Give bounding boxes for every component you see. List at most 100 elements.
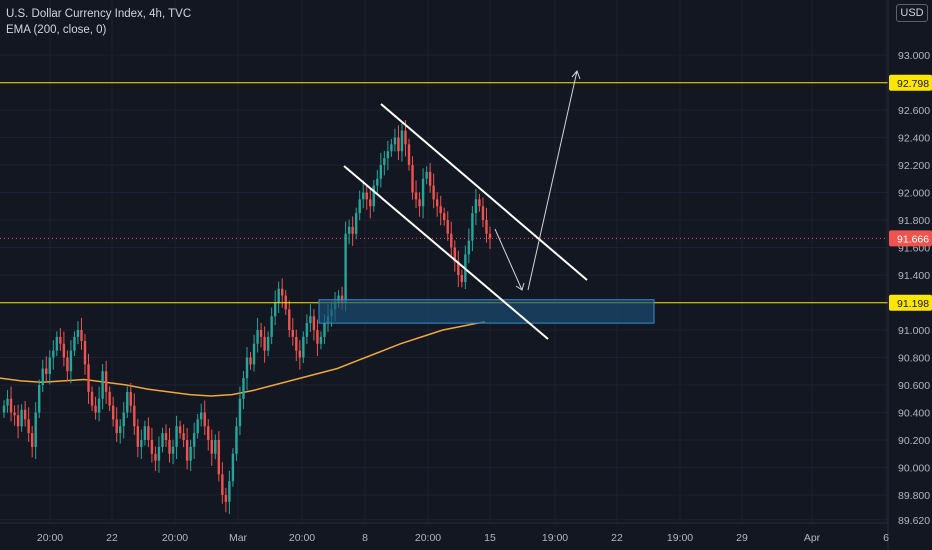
candle-body <box>256 330 259 344</box>
candle-body <box>76 330 80 337</box>
candle-body <box>266 336 270 351</box>
candle-body <box>224 495 228 502</box>
candle-body <box>298 350 302 358</box>
price-tick-label: 90.400 <box>898 408 930 420</box>
candle-body <box>69 350 73 372</box>
candle-body <box>126 391 129 413</box>
price-axis[interactable]: 93.000 92.600 92.400 92.200 92.000 91.800 91.6… <box>887 0 932 550</box>
candle-body <box>16 415 20 427</box>
candle-body <box>467 240 471 255</box>
chart-legend: U.S. Dollar Currency Index, 4h, TVC EMA … <box>6 6 191 38</box>
candle-body <box>30 433 34 447</box>
time-tick-label: 22 <box>106 532 118 544</box>
price-tick-label: 92.000 <box>898 188 930 200</box>
candle-body <box>319 336 323 344</box>
time-tick-label: 29 <box>736 532 748 544</box>
chart-grid <box>0 0 888 522</box>
candle-body <box>354 213 358 234</box>
candle-body <box>133 405 136 427</box>
candle-body <box>203 412 206 427</box>
candle-body <box>66 357 69 372</box>
candle-body <box>104 371 108 392</box>
candle-body <box>288 309 291 330</box>
candle-body <box>178 426 182 434</box>
candle-body <box>323 323 326 337</box>
price-tick-label: 93.000 <box>898 50 930 62</box>
candle-body <box>189 446 192 461</box>
candle-body <box>136 426 140 447</box>
price-tick-label: 92.600 <box>898 105 930 117</box>
time-tick-label: 8 <box>362 532 368 544</box>
candle-body <box>111 405 115 420</box>
candle-body <box>87 364 90 392</box>
candle-body <box>407 144 411 165</box>
candle-body <box>291 330 294 337</box>
candle-body <box>362 192 365 200</box>
symbol-title[interactable]: U.S. Dollar Currency Index, 4h, TVC <box>6 8 192 20</box>
candle-body <box>115 419 118 434</box>
time-tick-label: Apr <box>804 532 821 544</box>
price-tick-label: 92.400 <box>898 133 930 145</box>
candle-body <box>340 295 344 303</box>
candle-body <box>185 440 189 461</box>
upper-level-price-tag-bg <box>889 74 932 91</box>
candle-body <box>147 426 150 440</box>
price-tick-label: 90.600 <box>898 380 930 392</box>
time-tick-label: 19:00 <box>542 532 568 544</box>
drawing-tools[interactable] <box>318 70 655 340</box>
candle-body <box>270 316 273 337</box>
candle-body <box>245 357 249 379</box>
candle-body <box>386 151 390 159</box>
time-tick-label: 22 <box>611 532 623 544</box>
candle-body <box>182 433 185 440</box>
candle-body <box>400 130 404 152</box>
time-tick-label: 19:00 <box>667 532 693 544</box>
candle-body <box>175 426 178 447</box>
candle-body <box>432 185 435 200</box>
candle-body <box>365 192 368 200</box>
candle-body <box>52 350 55 358</box>
demand-zone-rectangle[interactable] <box>318 299 655 324</box>
path-arrow-up[interactable] <box>527 70 578 291</box>
currency-button[interactable]: USD <box>896 4 928 22</box>
candle-body <box>94 405 97 413</box>
candle-body <box>281 288 284 296</box>
candle-body <box>347 226 351 234</box>
candle-body <box>27 419 30 434</box>
candle-body <box>273 302 277 317</box>
path-arrow-down[interactable] <box>494 228 523 291</box>
arrow-head-icon <box>515 282 525 291</box>
channel-upper-line[interactable] <box>380 103 588 281</box>
price-tick-label: 92.200 <box>898 160 930 172</box>
channel-lower-line[interactable] <box>343 165 549 340</box>
candle-body <box>474 199 478 214</box>
time-axis[interactable]: 20:00 22 20:00 Mar 20:00 8 20:00 15 19:00 22 19:00… <box>0 522 889 544</box>
candle-body <box>80 330 83 341</box>
indicator-title[interactable]: EMA (200, close, 0) <box>6 24 107 36</box>
candle-body <box>344 233 347 303</box>
candle-body <box>305 323 309 337</box>
candle-body <box>55 336 59 351</box>
candle-body <box>34 412 37 447</box>
candle-body <box>150 440 154 454</box>
time-tick-label: 20:00 <box>289 532 315 544</box>
candle-body <box>383 158 386 165</box>
candle-body <box>421 178 425 207</box>
candle-body <box>485 220 488 234</box>
candle-body <box>439 206 442 214</box>
price-tick-label: 90.000 <box>898 463 930 475</box>
candle-body <box>488 233 492 239</box>
candle-body <box>20 409 23 427</box>
candle-body <box>196 419 199 434</box>
candle-body <box>129 391 132 406</box>
candle-body <box>6 398 9 406</box>
time-tick-label: 20:00 <box>37 532 63 544</box>
candle-body <box>38 385 41 413</box>
candle-body <box>425 171 428 179</box>
candle-body <box>210 440 213 454</box>
candle-body <box>457 261 460 275</box>
candle-body <box>143 426 147 440</box>
price-tick-label: 91.800 <box>898 215 930 227</box>
candle-body <box>200 412 203 420</box>
